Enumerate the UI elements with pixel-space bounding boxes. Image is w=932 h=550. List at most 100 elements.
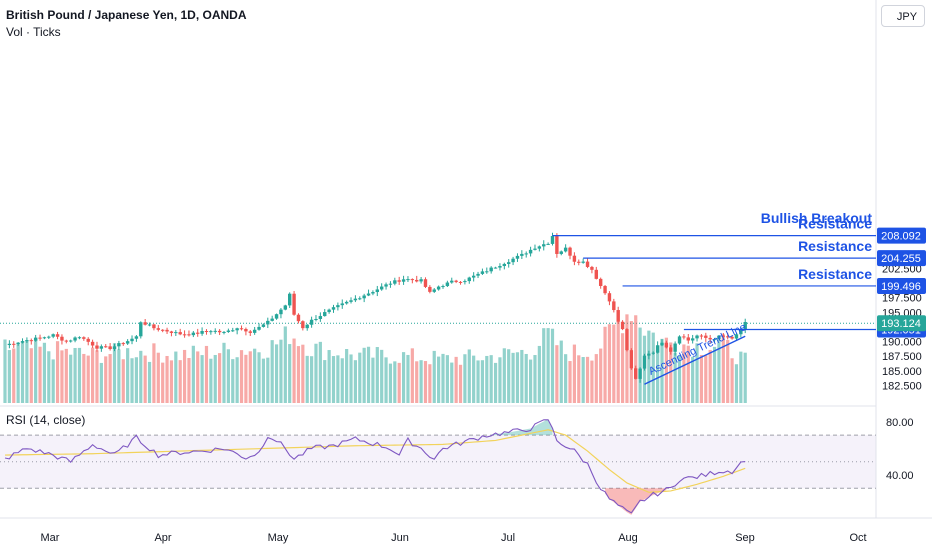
volume-bar	[204, 345, 209, 403]
volume-bar	[401, 352, 406, 403]
volume-bar	[599, 348, 603, 403]
volume-bar	[25, 340, 29, 403]
x-tick-label: Mar	[41, 532, 60, 544]
candle-body	[428, 286, 432, 292]
volume-bar	[603, 326, 607, 403]
volume-bar	[454, 356, 458, 403]
candle-body	[209, 331, 213, 333]
candle-body	[358, 298, 362, 300]
volume-bar	[82, 353, 86, 403]
candle-body	[156, 328, 160, 330]
candle-body	[375, 289, 379, 293]
y-axis-ticks: 182.500185.000187.500190.000192.500195.0…	[882, 234, 922, 482]
candle-body	[7, 343, 12, 346]
volume-bar	[415, 361, 419, 403]
volume-bar	[572, 344, 576, 403]
volume-bar	[423, 361, 428, 403]
candle-body	[476, 273, 480, 276]
volume-bar	[64, 348, 68, 403]
volume-bar	[559, 340, 563, 403]
volume-bar	[29, 348, 33, 403]
currency-button[interactable]: JPY	[881, 5, 925, 27]
x-tick-label: Aug	[618, 532, 638, 544]
volume-bar	[274, 344, 279, 403]
candle-body	[690, 338, 695, 341]
candle-body	[296, 314, 301, 322]
candle-body	[546, 243, 550, 245]
volume-bar	[542, 328, 546, 403]
candle-body	[371, 292, 375, 294]
candle-body	[419, 279, 423, 282]
volume-bar	[585, 356, 590, 403]
candle-body	[55, 334, 60, 337]
volume-bar	[218, 353, 222, 403]
volume-bar	[410, 348, 414, 403]
candle-body	[432, 289, 436, 292]
candle-body	[270, 318, 274, 321]
price-badge	[877, 315, 926, 332]
volume-bar	[686, 345, 690, 403]
volume-bar	[712, 346, 717, 403]
candle-body	[515, 255, 520, 259]
candle-body	[651, 352, 655, 354]
candle-body	[38, 337, 42, 339]
candle-body	[471, 275, 476, 278]
volume-bar	[673, 352, 677, 403]
volume-bar	[196, 351, 200, 403]
candle-body	[130, 338, 134, 342]
volume-label: Vol · Ticks	[6, 25, 61, 39]
candle-body	[493, 267, 498, 269]
candle-body	[266, 320, 270, 325]
volume-bar	[721, 334, 725, 403]
volume-bar	[432, 350, 436, 403]
candle-body	[42, 337, 47, 339]
price-badge-label: 208.092	[881, 231, 921, 243]
candle-body	[318, 316, 323, 319]
volume-bar	[734, 364, 739, 403]
candle-body	[231, 330, 235, 332]
candle-body	[577, 261, 581, 263]
volume-bar	[515, 352, 520, 403]
volume-bar	[314, 343, 318, 403]
candle-body	[397, 280, 401, 282]
candle-body	[147, 324, 152, 326]
volume-bar	[393, 361, 397, 403]
candle-body	[160, 329, 165, 331]
volume-bar	[248, 351, 252, 403]
grid-lines	[0, 0, 932, 519]
volume-bar	[226, 349, 230, 403]
candle-body	[309, 319, 314, 325]
volume-bar	[375, 347, 379, 403]
candle-body	[90, 341, 95, 346]
volume-bar	[463, 354, 467, 403]
volume-bar	[296, 346, 301, 403]
volume-bar	[134, 357, 138, 403]
volume-bar	[607, 324, 612, 403]
volume-bar	[117, 349, 121, 403]
volume-bar	[634, 315, 638, 403]
candle-body	[187, 334, 191, 336]
candle-body	[99, 346, 104, 349]
volume-bar	[441, 353, 445, 403]
price-badge-label: 193.124	[881, 318, 921, 330]
volume-bar	[726, 339, 730, 403]
candle-body	[25, 340, 29, 342]
candle-body	[603, 285, 607, 294]
candle-body	[673, 343, 677, 352]
candle-body	[712, 339, 717, 341]
candle-body	[353, 298, 358, 301]
volume-bar	[73, 347, 77, 403]
candle-body	[401, 279, 406, 282]
volume-bar	[620, 333, 625, 403]
volume-bar	[200, 355, 204, 403]
volume-bar	[739, 351, 743, 403]
candle-body	[585, 261, 590, 267]
volume-bar	[699, 354, 704, 403]
candle-body	[708, 337, 712, 340]
volume-bar	[77, 347, 82, 403]
candle-body	[143, 322, 147, 325]
volume-bar	[428, 364, 432, 403]
volume-bar	[323, 360, 327, 403]
candle-body	[248, 331, 252, 333]
